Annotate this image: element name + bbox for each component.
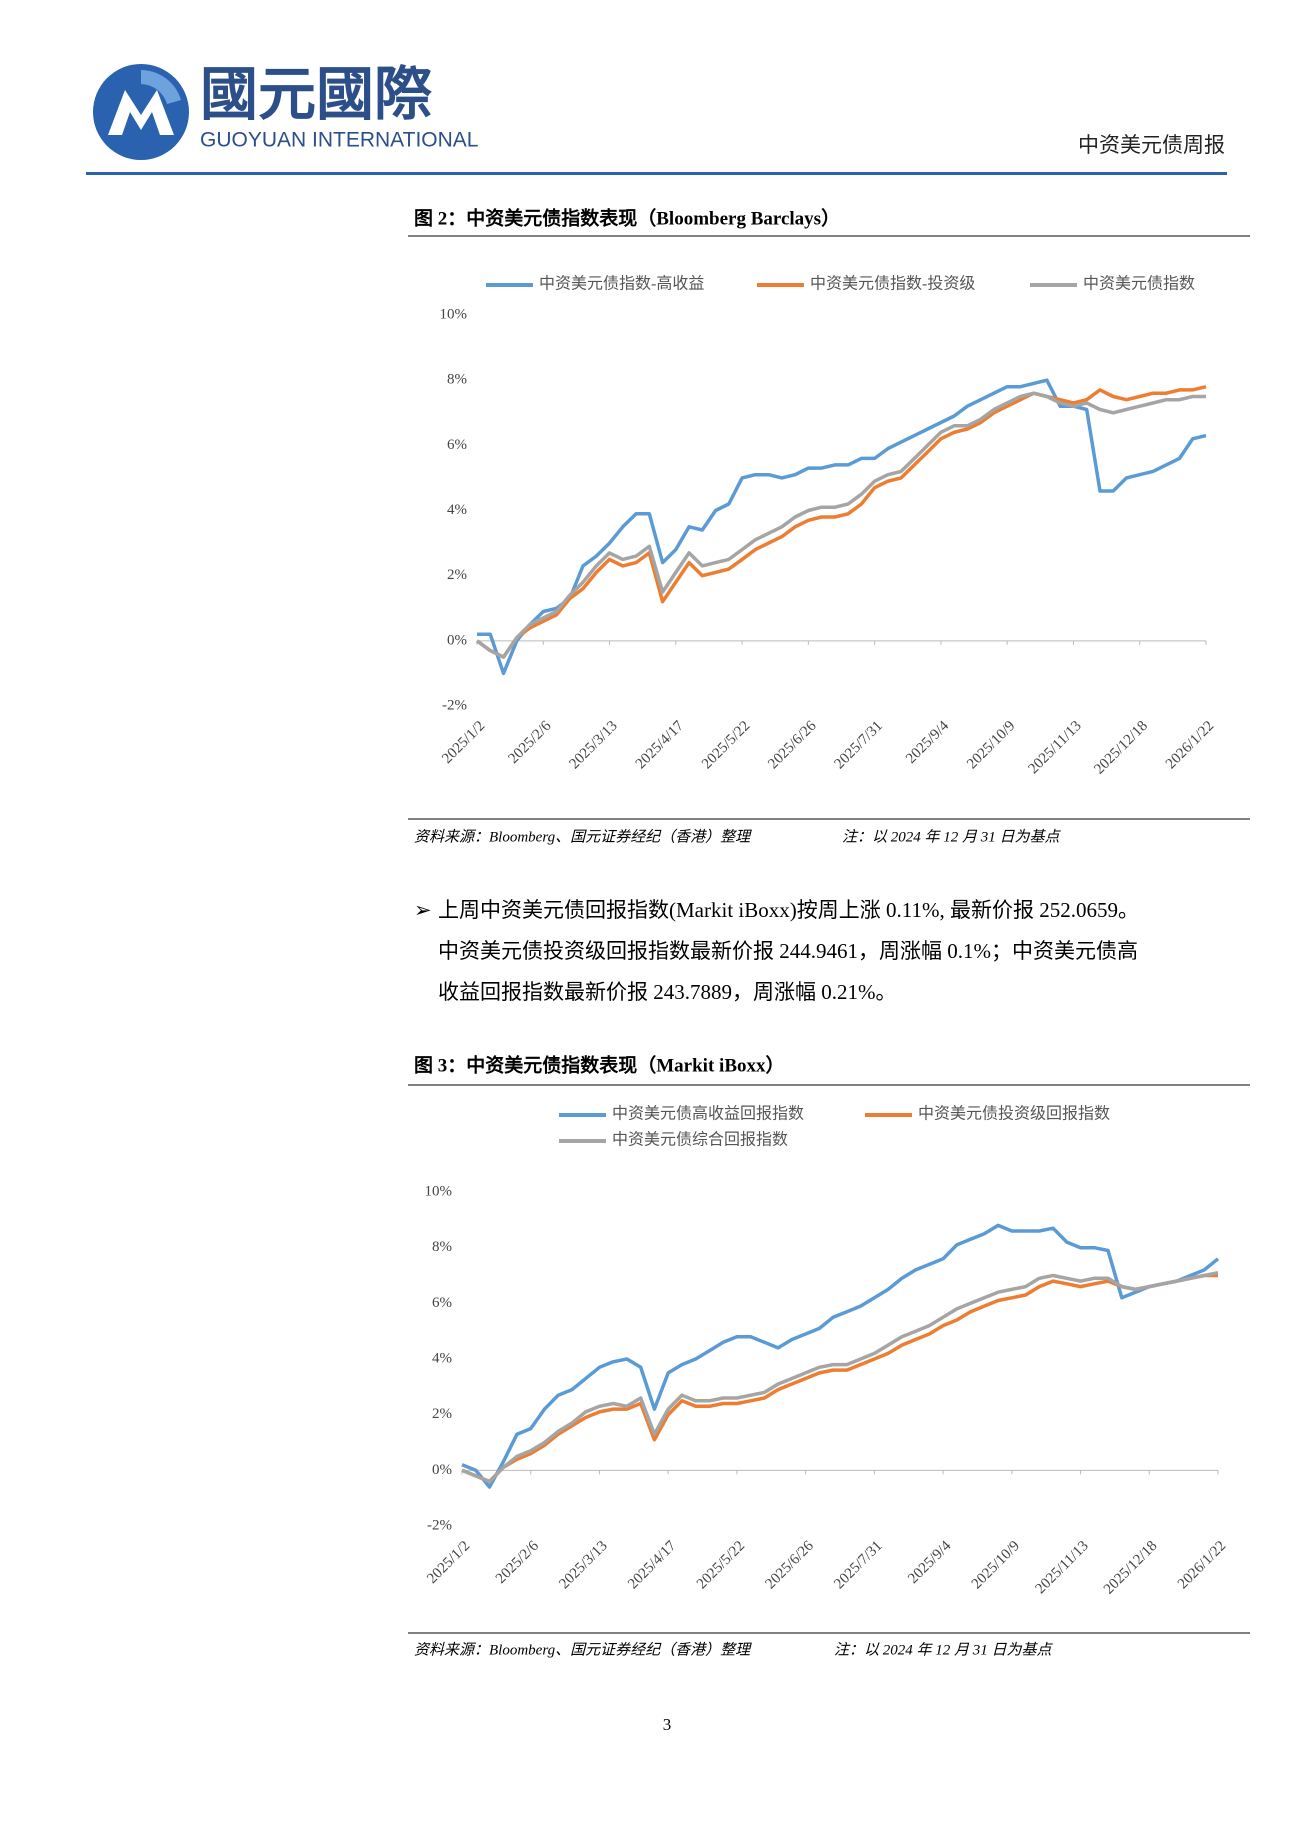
legend-label: 中资美元债投资级回报指数 xyxy=(918,1105,1110,1123)
series-line xyxy=(461,1270,1219,1484)
x-tick-label: 2025/12/18 xyxy=(1101,1538,1161,1598)
x-tick-label: 2025/12/18 xyxy=(1091,718,1151,778)
x-tick-label: 2025/6/26 xyxy=(765,718,820,773)
paragraph-line: 收益回报指数最新价报 243.7889，周涨幅 0.21%。 xyxy=(438,980,897,1004)
legend-label: 中资美元债指数 xyxy=(1083,275,1195,293)
y-tick-label: 6% xyxy=(432,1295,452,1311)
source: 资料来源：Bloomberg、国元证券经纪（香港）整理 xyxy=(414,828,752,845)
x-tick-label: 2025/9/4 xyxy=(903,718,952,767)
x-tick-label: 2025/7/31 xyxy=(831,1538,885,1592)
series-line xyxy=(461,1273,1218,1484)
y-tick-label: 0% xyxy=(447,632,467,648)
x-tick-label: 2025/7/31 xyxy=(832,718,886,772)
logo-en: GUOYUAN INTERNATIONAL xyxy=(200,129,478,152)
legend-label: 中资美元债指数-高收益 xyxy=(539,275,704,293)
y-tick-label: 2% xyxy=(447,567,467,583)
legend-label: 中资美元债指数-投资级 xyxy=(810,275,975,293)
x-tick-label: 2025/11/13 xyxy=(1025,718,1084,777)
x-tick-label: 2025/3/13 xyxy=(566,718,620,772)
series-line xyxy=(475,384,1207,659)
x-tick-label: 2025/4/17 xyxy=(625,1538,680,1593)
x-tick-label: 2025/3/13 xyxy=(556,1538,610,1592)
y-tick-label: 2% xyxy=(432,1406,452,1422)
paragraph-line: 上周中资美元债回报指数(Markit iBoxx)按周上涨 0.11%, 最新价… xyxy=(438,898,1139,922)
logo-cn: 國元國際 xyxy=(200,60,432,128)
x-tick-label: 2025/10/9 xyxy=(964,718,1018,772)
logo xyxy=(93,64,189,160)
x-tick-label: 2025/6/26 xyxy=(763,1538,818,1593)
x-tick-label: 2025/1/2 xyxy=(439,718,488,767)
x-tick-label: 2025/1/2 xyxy=(424,1538,473,1587)
x-tick-label: 2025/2/6 xyxy=(493,1538,542,1587)
x-tick-label: 2025/5/22 xyxy=(699,718,753,772)
x-tick-label: 2026/1/22 xyxy=(1163,718,1217,772)
y-tick-label: -2% xyxy=(442,697,467,713)
y-tick-label: 10% xyxy=(425,1183,453,1199)
source: 资料来源：Bloomberg、国元证券经纪（香港）整理 xyxy=(414,1641,752,1658)
y-tick-label: 8% xyxy=(447,372,467,388)
note: 注：以 2024 年 12 月 31 日为基点 xyxy=(834,1641,1054,1658)
series-line xyxy=(477,378,1207,676)
y-tick-label: 8% xyxy=(432,1239,452,1255)
series-line xyxy=(461,1223,1220,1489)
x-tick-label: 2025/10/9 xyxy=(969,1538,1023,1592)
figure-title: 图 2：中资美元债指数表现（Bloomberg Barclays） xyxy=(414,206,840,229)
legend-label: 中资美元债高收益回报指数 xyxy=(612,1105,804,1123)
x-tick-label: 2025/11/13 xyxy=(1033,1538,1092,1597)
figure-title: 图 3：中资美元债指数表现（Markit iBoxx） xyxy=(414,1053,785,1076)
note: 注：以 2024 年 12 月 31 日为基点 xyxy=(842,828,1062,845)
x-tick-label: 2025/2/6 xyxy=(505,718,554,767)
page-number: 3 xyxy=(663,1715,672,1734)
bullet: ➢ xyxy=(414,898,432,922)
y-tick-label: 4% xyxy=(447,502,467,518)
series-line xyxy=(475,391,1206,659)
y-tick-label: -2% xyxy=(427,1517,452,1533)
report-name: 中资美元债周报 xyxy=(1078,133,1225,157)
y-tick-label: 4% xyxy=(432,1350,452,1366)
legend-label: 中资美元债综合回报指数 xyxy=(612,1131,788,1149)
x-tick-label: 2025/4/17 xyxy=(633,718,688,773)
x-tick-label: 2025/5/22 xyxy=(694,1538,748,1592)
header-rule xyxy=(86,172,1227,175)
x-tick-label: 2026/1/22 xyxy=(1175,1538,1229,1592)
y-tick-label: 6% xyxy=(447,437,467,453)
y-tick-label: 0% xyxy=(432,1462,452,1478)
y-tick-label: 10% xyxy=(440,306,468,322)
paragraph-line: 中资美元债投资级回报指数最新价报 244.9461，周涨幅 0.1%；中资美元债… xyxy=(438,939,1138,963)
x-tick-label: 2025/9/4 xyxy=(905,1538,954,1587)
